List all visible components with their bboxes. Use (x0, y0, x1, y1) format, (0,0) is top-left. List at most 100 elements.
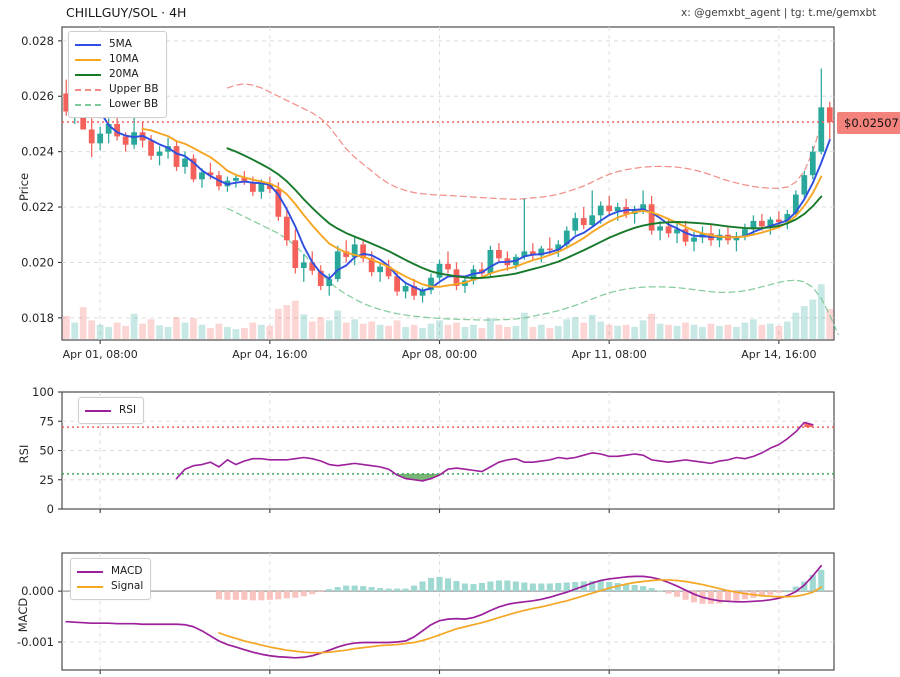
legend-label: Signal (111, 580, 144, 592)
macd-histogram-bar (360, 586, 367, 592)
candle-body (521, 251, 528, 257)
volume-bar (529, 326, 537, 339)
volume-bar (190, 318, 197, 339)
macd-histogram-bar (478, 583, 485, 592)
candle-body (487, 249, 494, 274)
candle-body (784, 213, 791, 223)
legend-item: Upper BB (75, 82, 159, 97)
candle-body (173, 146, 180, 167)
candle-body (759, 220, 765, 227)
volume-bar (826, 308, 834, 339)
macd-histogram-bar (385, 588, 392, 592)
candle-body (88, 129, 95, 144)
candle-body (453, 269, 460, 286)
volume-bar (274, 308, 282, 339)
macd-histogram-bar (606, 581, 613, 592)
volume-bar (113, 322, 121, 339)
macd-histogram-bar (368, 587, 375, 592)
macd-histogram-bar (258, 591, 265, 601)
candle-body (742, 229, 748, 237)
candle-body (818, 107, 825, 152)
volume-bar (766, 323, 774, 339)
macd-histogram-bar (317, 591, 324, 592)
macd-histogram-bar (266, 591, 273, 600)
volume-bar (283, 305, 291, 339)
macd-histogram-bar (309, 591, 316, 595)
macd-histogram-bar (614, 583, 621, 592)
x-axis-tick-label: Apr 14, 16:00 (741, 348, 816, 361)
volume-bar (716, 325, 723, 339)
volume-bar (690, 324, 698, 339)
volume-bar (554, 325, 562, 339)
macd-histogram-bar (792, 586, 799, 592)
macd-histogram-bar (682, 591, 689, 600)
legend-label: 20MA (109, 68, 139, 80)
macd-histogram-bar (758, 591, 765, 597)
macd-histogram-bar (241, 591, 248, 600)
volume-bar (631, 326, 639, 339)
volume-bar (376, 324, 384, 339)
volume-bar (308, 321, 316, 339)
macd-histogram-bar (733, 591, 740, 601)
rsi-y-tick: 50 (39, 444, 54, 458)
page-title: CHILLGUY/SOL · 4H (66, 5, 187, 20)
candle-body (580, 218, 587, 226)
macd-histogram-bar (818, 569, 825, 592)
candle-body (674, 229, 680, 234)
candle-body (801, 175, 808, 195)
volume-bar (88, 320, 96, 339)
macd-histogram-bar (690, 591, 698, 603)
price-panel (61, 26, 835, 341)
candle-body (351, 244, 358, 257)
candle-body (436, 263, 443, 278)
volume-bar (130, 313, 138, 339)
volume-bar (419, 328, 426, 339)
volume-bar (368, 321, 376, 339)
volume-bar (198, 324, 206, 339)
volume-bar (665, 324, 672, 339)
legend-swatch (75, 73, 101, 76)
macd-histogram-bar (631, 585, 638, 592)
price-y-tick: 0.022 (21, 200, 54, 214)
candle-body (207, 172, 214, 176)
candle-body (411, 285, 417, 296)
candle-body (343, 251, 350, 257)
candle-body (589, 215, 596, 226)
candle-body (317, 270, 324, 286)
macd-histogram-bar (283, 591, 290, 599)
x-axis-tick-label: Apr 01, 08:00 (63, 348, 138, 361)
candle-body (283, 216, 290, 241)
volume-bar (580, 322, 588, 339)
volume-bar (682, 322, 689, 339)
candle-body (241, 177, 248, 183)
macd-histogram-bar (801, 581, 808, 592)
volume-bar (215, 323, 223, 339)
volume-bar (588, 314, 596, 339)
volume-bar (427, 323, 435, 339)
volume-bar (249, 322, 257, 339)
legend-label: 5MA (109, 38, 132, 50)
volume-bar (546, 328, 554, 339)
candle-body (529, 251, 536, 256)
volume-bar (105, 326, 113, 339)
candle-body (767, 219, 774, 227)
x-axis-tick-label: Apr 08, 00:00 (402, 348, 477, 361)
macd-histogram-bar (487, 581, 494, 592)
price-y-tick: 0.028 (21, 34, 54, 48)
volume-bar (656, 323, 664, 339)
volume-bar (648, 313, 655, 339)
volume-bar (741, 322, 749, 339)
volume-bar (139, 323, 146, 339)
macd-histogram-bar (377, 588, 384, 592)
macd-y-tick: 0.000 (21, 584, 54, 598)
rsi-y-tick: 100 (32, 385, 54, 399)
volume-bar (614, 325, 622, 339)
volume-bar (444, 324, 452, 339)
volume-bar (571, 317, 579, 339)
volume-bar (257, 324, 265, 339)
legend-label: Lower BB (109, 98, 159, 110)
volume-bar (300, 314, 308, 339)
candle-body (131, 132, 137, 145)
macd-histogram-bar (546, 583, 553, 592)
volume-bar (79, 307, 87, 339)
